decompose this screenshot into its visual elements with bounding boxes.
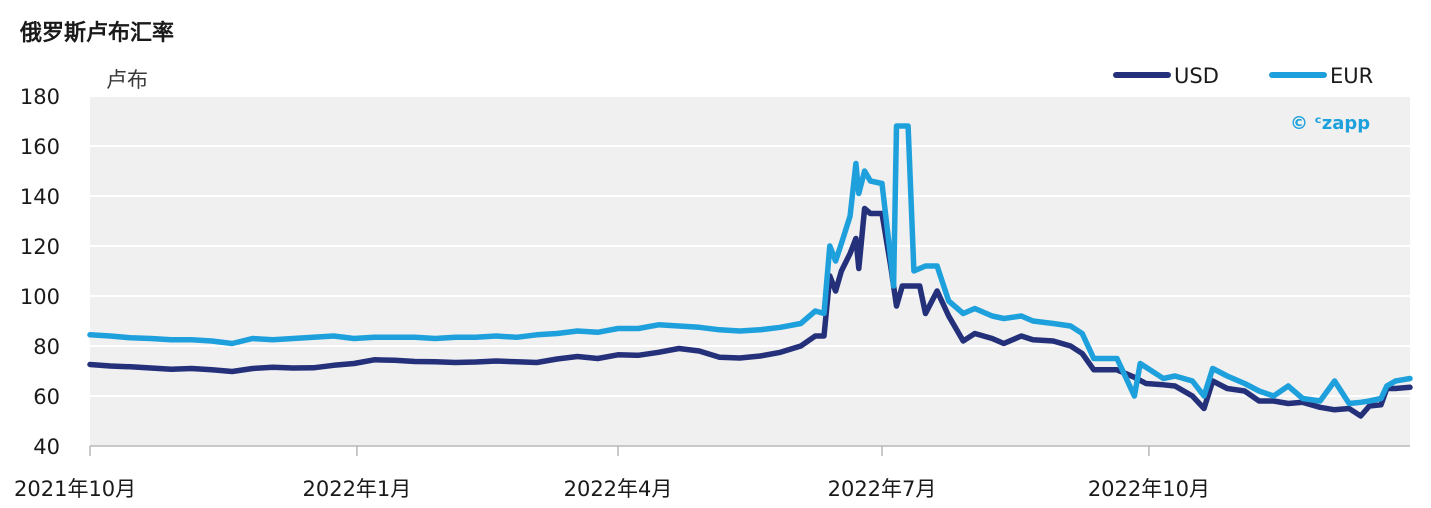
y-tick-label: 40 — [33, 435, 60, 459]
y-tick-label: 80 — [33, 335, 60, 359]
x-tick-label: 2021年10月 — [14, 477, 136, 501]
gridlines — [90, 95, 1410, 397]
legend-label-eur: EUR — [1330, 64, 1373, 88]
x-tick-label: 2022年10月 — [1088, 477, 1210, 501]
y-axis-unit-label: 卢布 — [106, 68, 148, 92]
legend-label-usd: USD — [1174, 64, 1219, 88]
x-tick-label: 2022年4月 — [564, 477, 673, 501]
x-tick-label: 2022年1月 — [302, 477, 411, 501]
series-line-eur — [87, 123, 1413, 407]
y-tick-label: 140 — [20, 185, 60, 209]
y-axis-ticks: 40 60 80 100 120 140 160 180 — [20, 85, 60, 459]
legend: USD EUR — [1113, 64, 1373, 88]
x-axis: 2021年10月 2022年1月 2022年4月 2022年7月 2022年10月 — [14, 445, 1410, 501]
series-lines — [87, 123, 1413, 419]
chart-title: 俄罗斯卢布汇率 — [19, 20, 174, 46]
y-tick-label: 160 — [20, 135, 60, 159]
y-tick-label: 60 — [33, 385, 60, 409]
watermark-logo: © ᶜzapp — [1290, 113, 1370, 134]
y-tick-label: 120 — [20, 235, 60, 259]
y-tick-label: 100 — [20, 285, 60, 309]
x-tick-label: 2022年7月 — [828, 477, 937, 501]
plot-area — [90, 96, 1410, 446]
series-line-usd — [87, 205, 1413, 419]
y-tick-label: 180 — [20, 85, 60, 109]
